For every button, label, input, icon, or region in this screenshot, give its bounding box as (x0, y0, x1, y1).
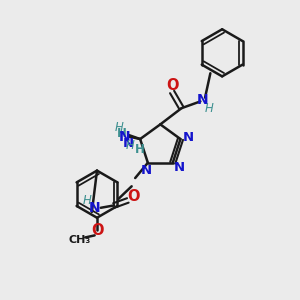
Text: H: H (135, 143, 145, 156)
Text: N: N (141, 164, 152, 177)
Text: O: O (128, 188, 140, 203)
Text: N: N (174, 161, 185, 174)
Text: O: O (91, 224, 103, 238)
Text: CH₃: CH₃ (69, 236, 91, 245)
Text: N: N (182, 131, 194, 144)
Text: H: H (117, 127, 127, 140)
Text: O: O (166, 78, 178, 93)
Text: H: H (205, 102, 214, 115)
Text: H: H (126, 139, 135, 152)
Text: N: N (119, 130, 130, 144)
Text: H: H (115, 121, 124, 134)
Text: N: N (123, 137, 134, 150)
Text: N: N (89, 201, 101, 215)
Text: H: H (83, 194, 92, 207)
Text: N: N (197, 93, 208, 107)
